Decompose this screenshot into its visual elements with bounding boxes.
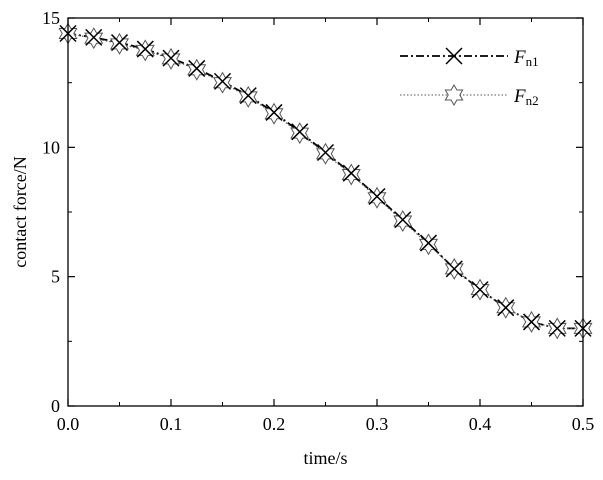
plot-area — [58, 22, 593, 340]
data-point-n1 — [445, 260, 463, 278]
data-point-n1 — [85, 28, 103, 46]
y-tick-label: 10 — [42, 137, 60, 157]
y-axis-label: contact force/N — [10, 156, 30, 267]
legend: Fn1 Fn2 — [400, 47, 539, 108]
x-axis-label: time/s — [304, 448, 348, 468]
x-tick-label: 0.3 — [366, 414, 389, 434]
y-tick-label: 15 — [42, 8, 60, 28]
data-point-n1 — [291, 123, 309, 141]
data-point-n1 — [239, 87, 257, 105]
data-point-n1 — [213, 72, 232, 90]
data-point-n1 — [471, 281, 489, 299]
data-point-n1 — [136, 40, 154, 58]
x-tick-label: 0.2 — [263, 414, 286, 434]
data-point-n1 — [265, 103, 283, 121]
x-tick-label: 0.0 — [57, 414, 80, 434]
legend-label-n2: Fn2 — [513, 86, 539, 108]
y-tick-label: 0 — [51, 396, 60, 416]
data-point-n1 — [162, 49, 180, 67]
data-point-n1 — [368, 187, 386, 206]
y-tick-label: 5 — [51, 267, 60, 287]
plot-frame — [67, 17, 584, 407]
data-point-n1 — [497, 299, 515, 317]
legend-marker-n1 — [445, 47, 463, 65]
data-point-n1 — [316, 143, 335, 162]
data-point-n1 — [342, 164, 360, 182]
axis-ticks — [67, 17, 584, 407]
legend-label-n1: Fn1 — [513, 47, 539, 69]
tick-labels: 0.0 0.1 0.2 0.3 0.4 0.5 0 5 10 15 — [42, 8, 594, 434]
data-point-n1 — [188, 59, 206, 77]
data-point-n1 — [110, 34, 129, 52]
data-point-n1 — [419, 234, 438, 252]
legend-marker-n2 — [444, 84, 464, 106]
x-tick-label: 0.4 — [469, 414, 492, 434]
x-tick-label: 0.5 — [572, 414, 595, 434]
series-line-n1 — [67, 32, 583, 330]
data-point-n1 — [548, 319, 566, 337]
data-point-n1 — [394, 211, 412, 229]
data-point-n1 — [522, 313, 541, 331]
x-tick-label: 0.1 — [160, 414, 183, 434]
series-line-n2 — [67, 32, 583, 329]
